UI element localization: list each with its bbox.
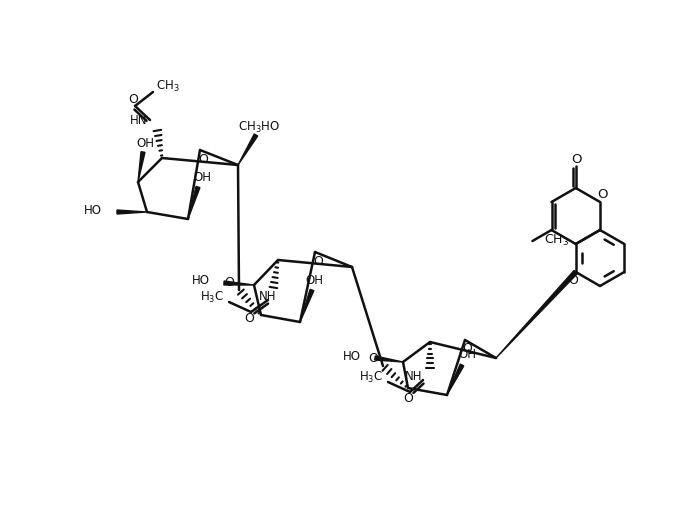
Polygon shape <box>138 152 145 182</box>
Text: NH: NH <box>259 291 277 304</box>
Text: NH: NH <box>404 370 422 384</box>
Text: HN: HN <box>129 113 147 126</box>
Polygon shape <box>496 270 578 358</box>
Polygon shape <box>447 364 464 395</box>
Text: OH: OH <box>305 274 323 287</box>
Text: O: O <box>128 93 138 106</box>
Polygon shape <box>238 134 258 165</box>
Text: CH$_3$: CH$_3$ <box>156 79 180 94</box>
Text: OH: OH <box>458 348 476 361</box>
Polygon shape <box>117 210 147 214</box>
Text: O: O <box>224 277 234 290</box>
Text: H$_3$C: H$_3$C <box>359 369 383 385</box>
Text: OH: OH <box>136 137 154 150</box>
Polygon shape <box>224 281 254 285</box>
Text: CH$_3$HO: CH$_3$HO <box>238 120 280 135</box>
Text: O: O <box>598 188 608 201</box>
Text: O: O <box>462 342 472 355</box>
Polygon shape <box>300 289 314 322</box>
Text: HO: HO <box>343 349 361 362</box>
Text: HO: HO <box>84 203 102 216</box>
Text: HO: HO <box>192 275 210 288</box>
Text: O: O <box>198 152 208 165</box>
Text: O: O <box>368 353 378 366</box>
Text: O: O <box>244 313 254 326</box>
Text: H$_3$C: H$_3$C <box>200 290 224 305</box>
Text: CH$_3$: CH$_3$ <box>544 232 569 248</box>
Text: O: O <box>571 152 582 165</box>
Text: O: O <box>313 254 323 267</box>
Polygon shape <box>188 186 200 219</box>
Text: O: O <box>568 274 578 287</box>
Polygon shape <box>374 356 403 362</box>
Text: O: O <box>403 393 413 406</box>
Text: OH: OH <box>193 171 211 184</box>
